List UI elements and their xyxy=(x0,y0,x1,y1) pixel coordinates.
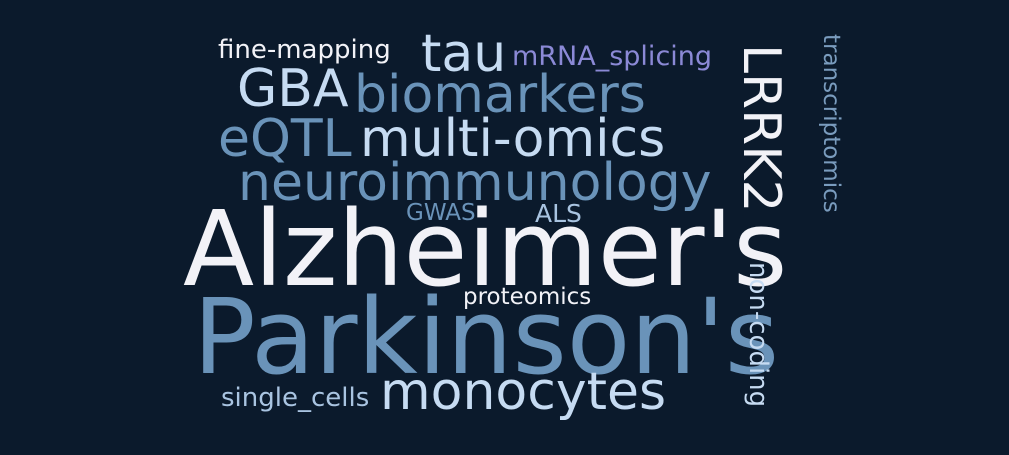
word-neuroimmunology: neuroimmunology xyxy=(238,153,712,213)
word-proteomics: proteomics xyxy=(463,284,592,310)
word-lrrk2: LRRK2 xyxy=(731,44,791,213)
word-biomarkers: biomarkers xyxy=(354,65,646,125)
word-alzheimers: Alzheimer's xyxy=(183,188,788,310)
word-parkinsons: Parkinson's xyxy=(193,276,780,398)
word-single-cells: single_cells xyxy=(221,383,370,413)
word-non-coding: non-coding xyxy=(743,262,773,408)
word-eqtl: eQTL xyxy=(218,109,352,169)
word-multi-omics: multi-omics xyxy=(360,109,666,169)
word-gwas: GWAS xyxy=(406,200,476,226)
word-fine-mapping: fine-mapping xyxy=(218,35,391,65)
word-tau: tau xyxy=(421,24,507,84)
word-als: ALS xyxy=(535,199,582,228)
word-monocytes: monocytes xyxy=(380,362,667,422)
word-gba: GBA xyxy=(237,59,349,119)
word-mrna-splicing: mRNA_splicing xyxy=(512,41,713,72)
word-transcriptomics: transcriptomics xyxy=(818,34,844,213)
